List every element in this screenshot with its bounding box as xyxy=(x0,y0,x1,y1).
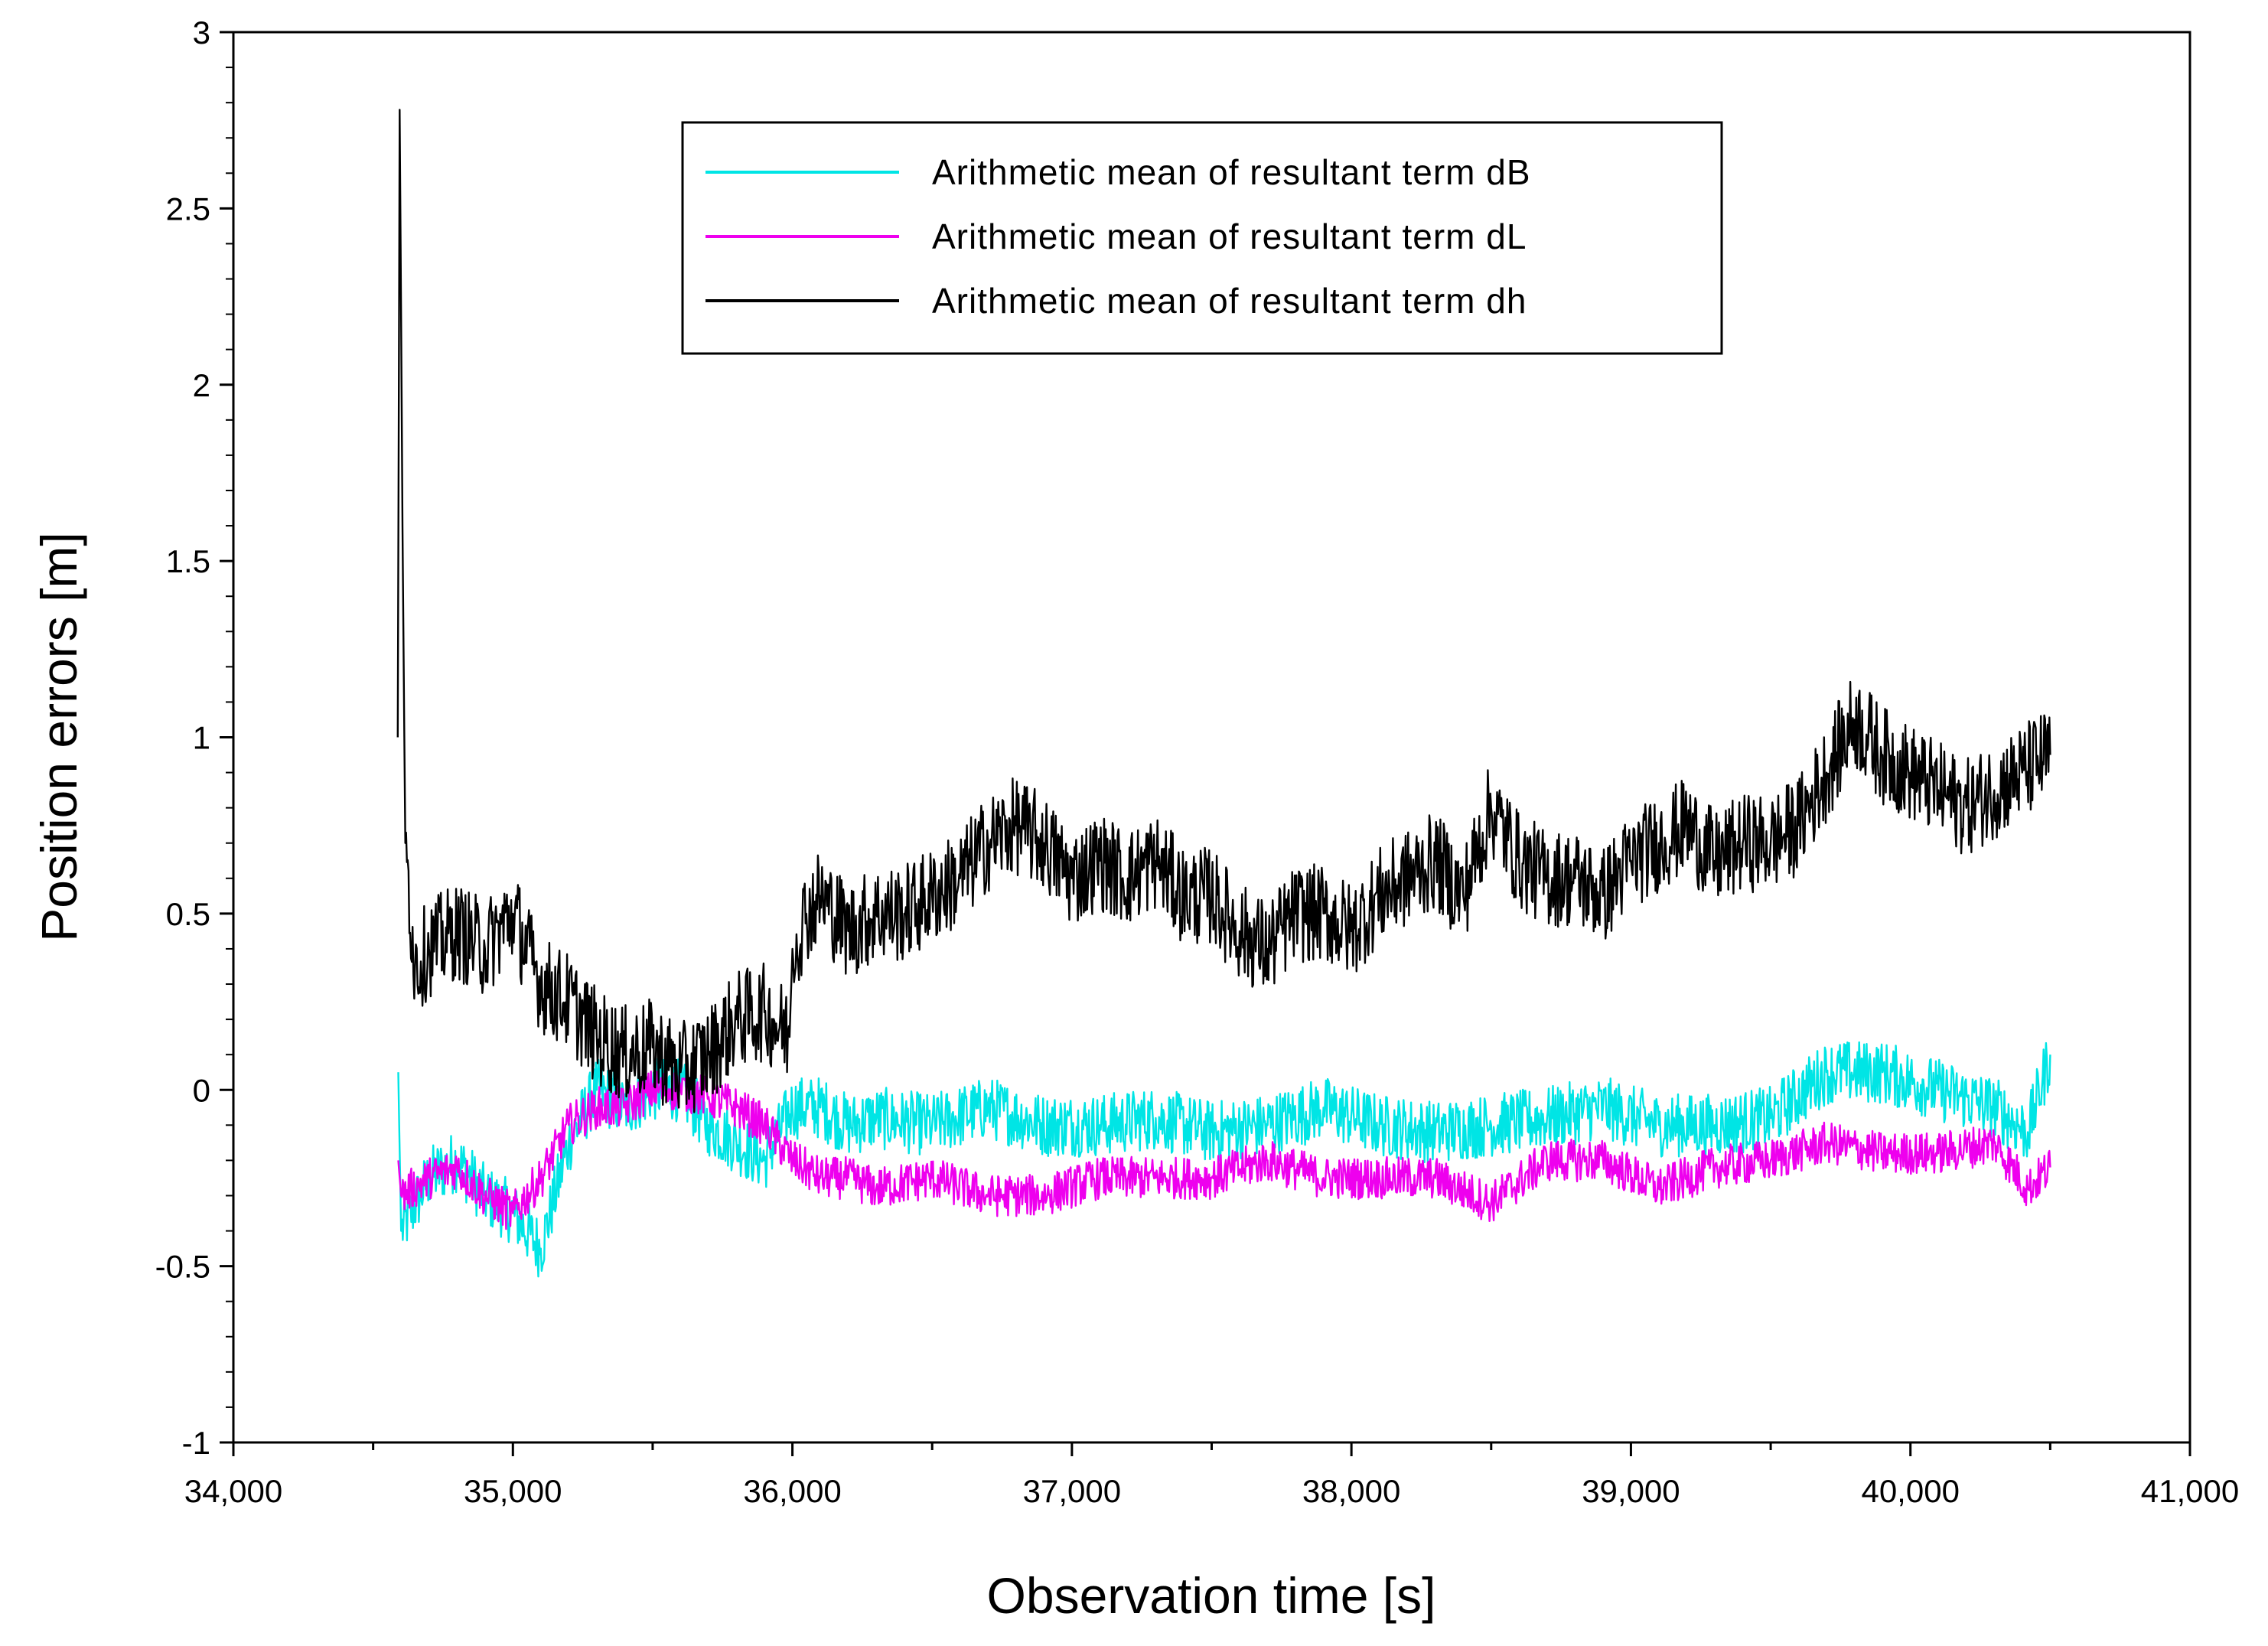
legend-label: Arithmetic mean of resultant term dB xyxy=(932,152,1531,192)
y-tick-label: 1 xyxy=(193,720,210,756)
x-tick-label: 35,000 xyxy=(464,1473,562,1509)
x-axis-title: Observation time [s] xyxy=(987,1567,1436,1624)
series-layer xyxy=(396,109,2051,1278)
y-tick-label: 0.5 xyxy=(166,896,210,932)
x-axis-ticks: 34,000 35,000 36,000 37,000 38,000 39,000 40,0… xyxy=(184,1442,2239,1509)
legend-label: Arithmetic mean of resultant term dL xyxy=(932,217,1527,256)
x-tick-label: 37,000 xyxy=(1023,1473,1121,1509)
series-line-dh xyxy=(396,109,2051,1113)
x-tick-label: 41,000 xyxy=(2141,1473,2239,1509)
x-tick-label: 39,000 xyxy=(1582,1473,1680,1509)
y-tick-label: 3 xyxy=(193,15,210,51)
x-tick-label: 36,000 xyxy=(743,1473,841,1509)
y-axis-ticks: -1 -0.5 0 0.5 1 1.5 2 2.5 3 xyxy=(155,15,233,1461)
y-tick-label: 2 xyxy=(193,367,210,403)
legend-entries: Arithmetic mean of resultant term dB Arit… xyxy=(705,152,1531,321)
series-line-dB xyxy=(397,1041,2051,1278)
legend-label: Arithmetic mean of resultant term dh xyxy=(932,281,1527,321)
x-tick-label: 40,000 xyxy=(1861,1473,1959,1509)
x-tick-label: 34,000 xyxy=(184,1473,282,1509)
y-tick-label: 1.5 xyxy=(166,543,210,579)
legend: Arithmetic mean of resultant term dB Arit… xyxy=(681,121,1723,355)
x-tick-label: 38,000 xyxy=(1302,1473,1400,1509)
y-tick-label: 2.5 xyxy=(166,191,210,227)
y-tick-label: 0 xyxy=(193,1072,210,1108)
y-tick-label: -1 xyxy=(182,1425,210,1461)
y-tick-label: -0.5 xyxy=(155,1249,210,1285)
y-axis-title: Position errors [m] xyxy=(31,532,87,941)
